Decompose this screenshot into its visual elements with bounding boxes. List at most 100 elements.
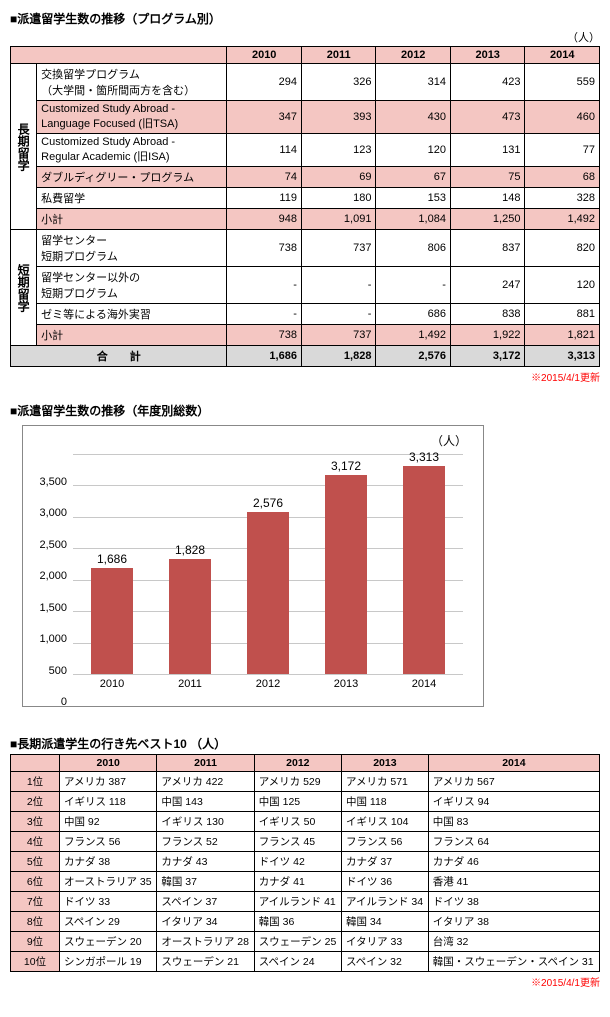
rank-cell: イタリア 33 <box>341 932 428 952</box>
program-name: 私費留学 <box>37 188 227 209</box>
value-cell: 837 <box>450 230 525 267</box>
program-name: Customized Study Abroad - Regular Academ… <box>37 134 227 167</box>
value-cell: 114 <box>227 134 302 167</box>
total-cell: 1,686 <box>227 346 302 367</box>
value-cell: 1,250 <box>450 209 525 230</box>
rank-label: 5位 <box>11 852 60 872</box>
x-tick: 2013 <box>334 678 358 690</box>
program-name: 交換留学プログラム （大学間・箇所間両方を含む） <box>37 64 227 101</box>
total-cell: 2,576 <box>376 346 451 367</box>
program-table: 20102011201220132014長期留学交換留学プログラム （大学間・箇… <box>10 46 600 367</box>
total-cell: 3,172 <box>450 346 525 367</box>
x-tick: 2012 <box>256 678 280 690</box>
bar-chart: （人） 05001,0001,5002,0002,5003,0003,5001,… <box>22 425 484 707</box>
section3-update: ※2015/4/1更新 <box>10 974 600 989</box>
rank-cell: 台湾 32 <box>428 932 599 952</box>
rank-cell: スウェーデン 25 <box>254 932 341 952</box>
value-cell: 119 <box>227 188 302 209</box>
rank-cell: スペイン 32 <box>341 952 428 972</box>
rank-cell: フランス 45 <box>254 832 341 852</box>
rank-cell: アイルランド 34 <box>341 892 428 912</box>
value-cell: 473 <box>450 101 525 134</box>
value-cell: 430 <box>376 101 451 134</box>
rank-cell: アメリカ 387 <box>60 772 157 792</box>
year-header: 2010 <box>227 47 302 64</box>
program-name: 留学センター以外の 短期プログラム <box>37 267 227 304</box>
gridline <box>73 454 463 455</box>
value-cell: 347 <box>227 101 302 134</box>
bar-value: 1,828 <box>175 543 205 557</box>
bar: 2,576 <box>247 512 290 674</box>
value-cell: 737 <box>301 325 376 346</box>
rank-cell: 中国 143 <box>157 792 254 812</box>
rank-cell: イギリス 118 <box>60 792 157 812</box>
rank-cell: カナダ 37 <box>341 852 428 872</box>
rank-label: 1位 <box>11 772 60 792</box>
rank-cell: オーストラリア 35 <box>60 872 157 892</box>
value-cell: 247 <box>450 267 525 304</box>
value-cell: 326 <box>301 64 376 101</box>
bar: 3,313 <box>403 466 446 674</box>
rank-cell: フランス 56 <box>341 832 428 852</box>
rank-cell: カナダ 43 <box>157 852 254 872</box>
rank-cell: ドイツ 38 <box>428 892 599 912</box>
year-header: 2013 <box>450 47 525 64</box>
value-cell: 77 <box>525 134 600 167</box>
rank-year-header: 2013 <box>341 755 428 772</box>
rank-cell: フランス 64 <box>428 832 599 852</box>
value-cell: 1,091 <box>301 209 376 230</box>
y-tick: 500 <box>27 665 67 677</box>
chart-title: ■派遣留学生数の推移（年度別総数） <box>10 402 600 419</box>
value-cell: - <box>301 304 376 325</box>
rank-cell: ドイツ 33 <box>60 892 157 912</box>
rank-cell: 韓国・スウェーデン・スペイン 31 <box>428 952 599 972</box>
rank-cell: カナダ 38 <box>60 852 157 872</box>
value-cell: 881 <box>525 304 600 325</box>
value-cell: 148 <box>450 188 525 209</box>
value-cell: 328 <box>525 188 600 209</box>
rank-cell: フランス 56 <box>60 832 157 852</box>
value-cell: 460 <box>525 101 600 134</box>
value-cell: 1,084 <box>376 209 451 230</box>
rank-cell: イギリス 50 <box>254 812 341 832</box>
value-cell: 123 <box>301 134 376 167</box>
rank-cell: スペイン 29 <box>60 912 157 932</box>
bar: 3,172 <box>325 475 368 674</box>
rank-cell: 中国 125 <box>254 792 341 812</box>
rank-cell: アメリカ 567 <box>428 772 599 792</box>
value-cell: 68 <box>525 167 600 188</box>
group-label: 長期留学 <box>11 64 37 230</box>
x-tick: 2014 <box>412 678 436 690</box>
y-tick: 2,000 <box>27 570 67 582</box>
section1-unit: （人） <box>10 29 600 45</box>
value-cell: 423 <box>450 64 525 101</box>
rank-cell: イギリス 94 <box>428 792 599 812</box>
rank-cell: 韓国 36 <box>254 912 341 932</box>
y-tick: 0 <box>27 696 67 708</box>
value-cell: 1,821 <box>525 325 600 346</box>
rank-cell: 中国 83 <box>428 812 599 832</box>
value-cell: 1,922 <box>450 325 525 346</box>
value-cell: 393 <box>301 101 376 134</box>
rank-cell: カナダ 41 <box>254 872 341 892</box>
value-cell: 131 <box>450 134 525 167</box>
program-name: ゼミ等による海外実習 <box>37 304 227 325</box>
rank-cell: 中国 92 <box>60 812 157 832</box>
program-name: 小計 <box>37 325 227 346</box>
year-header: 2011 <box>301 47 376 64</box>
bar: 1,686 <box>91 568 134 674</box>
rank-year-header: 2014 <box>428 755 599 772</box>
value-cell: 806 <box>376 230 451 267</box>
group-label: 短期留学 <box>11 230 37 346</box>
bar-value: 3,313 <box>409 450 439 464</box>
bar-value: 3,172 <box>331 459 361 473</box>
rank-label: 10位 <box>11 952 60 972</box>
total-label: 合 計 <box>11 346 227 367</box>
value-cell: 74 <box>227 167 302 188</box>
rank-cell: イタリア 38 <box>428 912 599 932</box>
value-cell: 153 <box>376 188 451 209</box>
y-tick: 1,500 <box>27 602 67 614</box>
y-tick: 3,500 <box>27 476 67 488</box>
section3-title: ■長期派遣学生の行き先ベスト10 （人） <box>10 735 600 752</box>
gridline <box>73 674 463 675</box>
